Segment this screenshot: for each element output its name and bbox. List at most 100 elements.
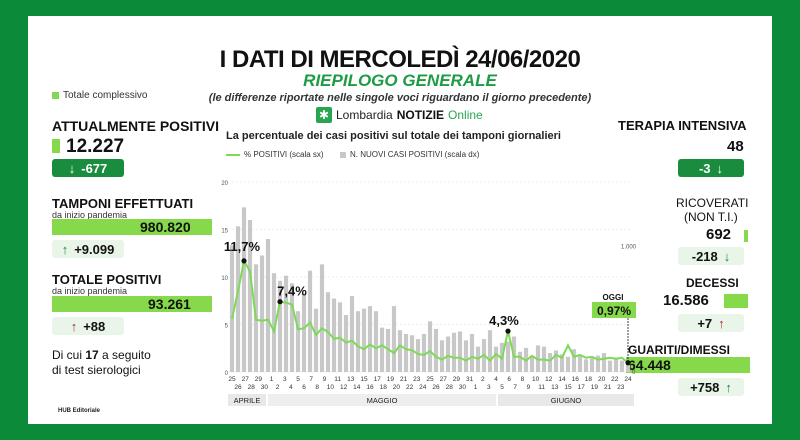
ti-delta-value: -3 [698,160,711,176]
dec-value: 16.586 [663,292,709,309]
bar [385,328,391,372]
bar [565,356,571,372]
x-tick-label: 2 [481,376,485,383]
annotated-point [241,258,247,264]
x-tick-label: 31 [466,376,474,383]
arrow-down-icon: ↓ [723,248,731,264]
x-tick-label: 28 [248,384,256,391]
x-tick-label: 27 [242,376,250,383]
tamponi-bar [52,219,212,235]
dec-delta-value: +7 [697,315,713,331]
bar [553,350,559,372]
bar [397,330,403,372]
x-tick-label: 22 [611,376,619,383]
bar [517,351,523,372]
bar [469,334,475,372]
bar [589,358,595,372]
ric-delta: -218 ↓ [678,247,744,265]
x-tick-label: 12 [545,376,553,383]
brand-notizie: NOTIZIE [396,108,445,122]
positivi-delta-value: -677 [81,160,108,176]
page-title: I DATI DI MERCOLEDÌ 24/06/2020 [219,46,581,73]
bar [331,298,337,372]
annotation-label: 0,97% [597,304,631,318]
month-label: APRILE [234,396,261,405]
sierologici-a: Di cui [52,348,86,362]
dec-delta: +7 ↑ [678,314,744,332]
x-tick-label: 18 [380,384,388,391]
legend-bar-swatch [340,151,346,158]
month-label: MAGGIO [367,396,398,405]
bar [457,331,463,372]
x-tick-label: 10 [327,384,335,391]
legend-total-label: Totale complessivo [63,90,148,101]
annotation-label: 7,4% [277,284,307,299]
arrow-up-icon: ↑ [718,315,725,331]
x-tick-label: 26 [432,384,440,391]
positivi-bar [52,139,60,153]
x-tick-label: 6 [302,384,306,391]
x-tick-label: 29 [255,376,263,383]
x-tick-label: 10 [532,376,540,383]
bar [619,360,625,372]
y-tick-label: 0 [225,371,229,377]
legend-nuovi: N. NUOVI CASI POSITIVI (scala dx) [340,150,479,159]
bar [361,308,367,372]
x-tick-label: 14 [558,376,566,383]
bar [493,346,499,372]
bar [463,340,469,372]
chart-title: La percentuale dei casi positivi sul tot… [226,130,561,142]
totpos-delta: ↑ +88 [52,317,124,335]
bar [439,340,445,372]
bar [583,359,589,372]
bar [367,306,373,372]
x-tick-label: 16 [572,376,580,383]
y-tick-label: 15 [221,229,228,235]
x-tick-label: 21 [604,384,612,391]
bar [487,330,493,372]
sierologici-c: di test sierologici [52,363,141,377]
x-tick-label: 15 [564,384,572,391]
totpos-sub: da inizio pandemia [52,286,128,296]
legend-line-swatch [226,153,240,156]
annotation-label: OGGI [603,293,624,302]
legend-total-swatch [52,92,59,99]
bar [247,220,253,372]
ric-bar [744,230,748,242]
bar [625,360,631,372]
annotated-point [625,360,631,366]
ti-value: 48 [727,138,744,155]
bar [415,339,421,372]
sierologici-b: a seguito [98,348,151,362]
bar [289,283,295,372]
x-tick-label: 20 [598,376,606,383]
bar [259,255,265,372]
bar [433,328,439,372]
dec-label: DECESSI [686,276,739,290]
x-tick-label: 18 [585,376,593,383]
bar [607,360,613,372]
positivi-label: ATTUALMENTE POSITIVI [52,118,219,134]
x-tick-label: 19 [591,384,599,391]
x-tick-label: 27 [440,376,448,383]
bar [601,353,607,372]
arrow-up-icon: ↑ [61,241,69,257]
bar [241,207,247,372]
x-tick-label: 2 [276,384,280,391]
tamponi-sub: da inizio pandemia [52,210,128,220]
bar [355,311,361,372]
x-tick-label: 23 [413,376,421,383]
legend-nuovi-label: N. NUOVI CASI POSITIVI (scala dx) [350,150,480,159]
bar [235,226,241,372]
today-box [592,302,636,318]
month-label: GIUGNO [551,396,582,405]
x-tick-label: 14 [353,384,361,391]
x-tick-label: 13 [551,384,559,391]
month-band [498,394,634,406]
x-tick-label: 11 [334,376,341,383]
y-tick-label: 5 [225,324,229,330]
dec-bar [724,294,748,308]
sierologici-note: Di cui 17 a seguito di test sierologici [52,348,151,378]
y-tick-label: 20 [221,181,228,187]
